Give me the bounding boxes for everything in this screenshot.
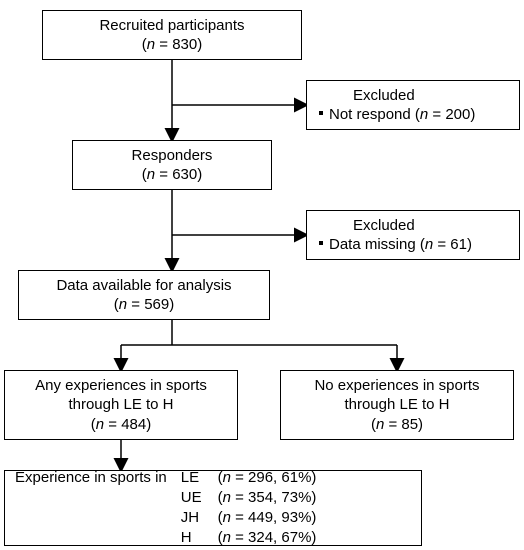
- node-excluded-not-respond: Excluded Not respond (n = 200): [306, 80, 520, 130]
- detail-row-value: (n = 354, 73%): [218, 488, 317, 508]
- detail-row-label: JH: [181, 508, 202, 528]
- flowchart-canvas: Recruited participants (n = 830) Exclude…: [0, 0, 524, 550]
- node-line: through LE to H: [344, 395, 449, 415]
- node-data-available: Data available for analysis (n = 569): [18, 270, 270, 320]
- detail-row-label: H: [181, 528, 202, 548]
- bullet-icon: [319, 241, 323, 245]
- detail-lead: Experience in sports in: [15, 468, 181, 488]
- node-line: Excluded: [319, 86, 415, 106]
- node-line: Excluded: [319, 216, 415, 236]
- node-responders: Responders (n = 630): [72, 140, 272, 190]
- node-excluded-data-missing: Excluded Data missing (n = 61): [306, 210, 520, 260]
- node-line: No experiences in sports: [314, 376, 479, 396]
- node-line: Recruited participants: [99, 16, 244, 36]
- detail-row-value: (n = 449, 93%): [218, 508, 317, 528]
- node-line: Responders: [132, 146, 213, 166]
- node-any-experiences: Any experiences in sports through LE to …: [4, 370, 238, 440]
- node-line: (n = 85): [371, 415, 423, 435]
- detail-rows: LE (n = 296, 61%) UE (n = 354, 73%) JH (n = 4…: [181, 468, 317, 549]
- node-line: Any experiences in sports: [35, 376, 207, 396]
- node-no-experiences: No experiences in sports through LE to H…: [280, 370, 514, 440]
- node-recruited: Recruited participants (n = 830): [42, 10, 302, 60]
- node-line: (n = 484): [91, 415, 151, 435]
- node-line: (n = 830): [142, 35, 202, 55]
- node-line: through LE to H: [68, 395, 173, 415]
- bullet-icon: [319, 111, 323, 115]
- detail-row-value: (n = 324, 67%): [218, 528, 317, 548]
- node-experience-detail: Experience in sports in LE (n = 296, 61%)…: [4, 470, 422, 546]
- detail-row-label: UE: [181, 488, 202, 508]
- detail-row-value: (n = 296, 61%): [218, 468, 317, 488]
- detail-row-label: LE: [181, 468, 202, 488]
- node-line: Data missing (n = 61): [319, 235, 472, 255]
- node-line: Data available for analysis: [56, 276, 231, 296]
- node-line: Not respond (n = 200): [319, 105, 475, 125]
- node-line: (n = 569): [114, 295, 174, 315]
- node-line: (n = 630): [142, 165, 202, 185]
